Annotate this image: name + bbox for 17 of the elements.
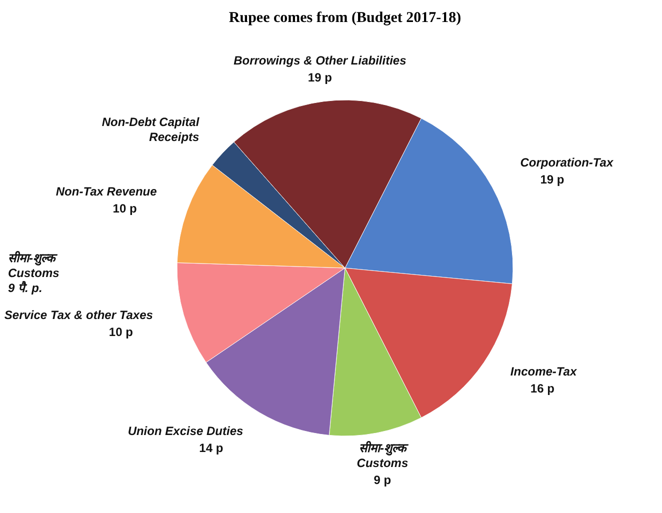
- slice-label: Union Excise Duties: [128, 424, 244, 438]
- data-label: 14 p: [199, 441, 224, 456]
- slice-label: सीमा-शुल्क Customs: [356, 440, 409, 470]
- data-label: 19 p: [308, 70, 332, 85]
- slice-label: Non-Tax Revenue: [56, 184, 158, 198]
- data-label: 9 p: [374, 472, 392, 487]
- chart-title: Rupee comes from (Budget 2017-18): [228, 10, 462, 26]
- slice-label: Service Tax & other Taxes: [4, 308, 154, 322]
- slice-label: Borrowings & Other Liabilities: [234, 54, 407, 68]
- slice-label: Non-Debt Capital Receipts: [102, 115, 200, 144]
- data-label: 10 p: [108, 324, 133, 339]
- data-label: 19 p: [540, 172, 564, 187]
- data-label: 10 p: [112, 201, 137, 216]
- slice-label: Income-Tax: [510, 364, 578, 378]
- text: सीमा-शुल्क Customs 9 पै. p.: [8, 251, 60, 295]
- data-label: 16 p: [530, 381, 554, 396]
- slice-label: Corporation-Tax: [520, 156, 614, 170]
